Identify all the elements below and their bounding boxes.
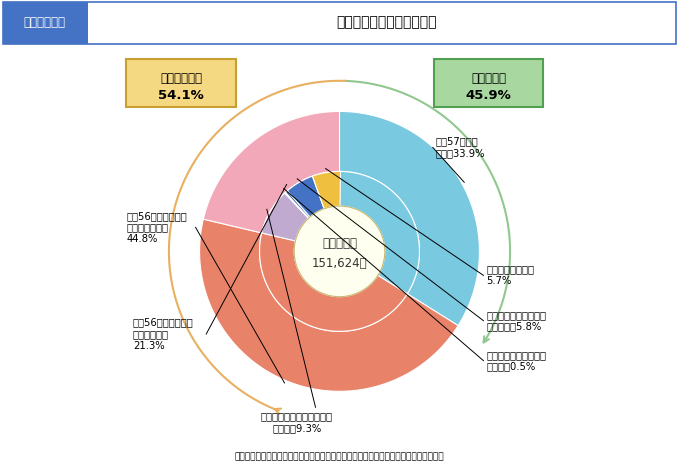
- FancyBboxPatch shape: [434, 59, 543, 108]
- Polygon shape: [285, 192, 309, 219]
- FancyBboxPatch shape: [3, 2, 88, 44]
- Text: 昭和57年以降
建築　33.9%: 昭和57年以降 建築 33.9%: [435, 137, 485, 158]
- Polygon shape: [312, 171, 340, 209]
- Text: 小中学校等: 小中学校等: [322, 237, 357, 250]
- Text: 54.1%: 54.1%: [158, 89, 204, 102]
- Text: 151,624棟: 151,624棟: [312, 257, 367, 270]
- Polygon shape: [285, 191, 310, 218]
- Polygon shape: [261, 193, 308, 241]
- Polygon shape: [203, 111, 340, 233]
- Text: 耗震性あり: 耗震性あり: [471, 72, 507, 85]
- Text: 耗震性に疲問: 耗震性に疲問: [160, 72, 202, 85]
- Text: うち要改修と診断されたが
未改修　9.3%: うち要改修と診断されたが 未改修 9.3%: [261, 411, 333, 433]
- Circle shape: [294, 206, 385, 297]
- Text: うち耗震改修不要
5.7%: うち耗震改修不要 5.7%: [486, 264, 534, 286]
- Polygon shape: [287, 176, 324, 217]
- Polygon shape: [200, 219, 458, 391]
- Text: 昭和56年以前建築で
耗震診断未実施
44.8%: 昭和56年以前建築で 耗震診断未実施 44.8%: [126, 211, 187, 244]
- Text: 昭和56年以前建築で
耗震診断実施
21.3%: 昭和56年以前建築で 耗震診断実施 21.3%: [133, 317, 194, 351]
- Text: うち要改修と診断され
改修中　0.5%: うち要改修と診断され 改修中 0.5%: [486, 350, 546, 372]
- Polygon shape: [259, 233, 407, 331]
- Text: 小中学校等の耗震化の状况: 小中学校等の耗震化の状况: [337, 15, 437, 29]
- Text: 45.9%: 45.9%: [466, 89, 512, 102]
- Polygon shape: [340, 111, 479, 326]
- Text: 図２－４－７: 図２－４－７: [23, 16, 65, 29]
- Polygon shape: [340, 171, 420, 294]
- FancyBboxPatch shape: [3, 2, 676, 44]
- FancyBboxPatch shape: [126, 59, 236, 108]
- Text: 出典：地震防災施設の整備の現状に関する全国調査最終報告（平成５年１月：内閣府）: 出典：地震防災施設の整備の現状に関する全国調査最終報告（平成５年１月：内閣府）: [235, 452, 444, 461]
- Text: うち要改修と診断され
改修済み　5.8%: うち要改修と診断され 改修済み 5.8%: [486, 310, 546, 331]
